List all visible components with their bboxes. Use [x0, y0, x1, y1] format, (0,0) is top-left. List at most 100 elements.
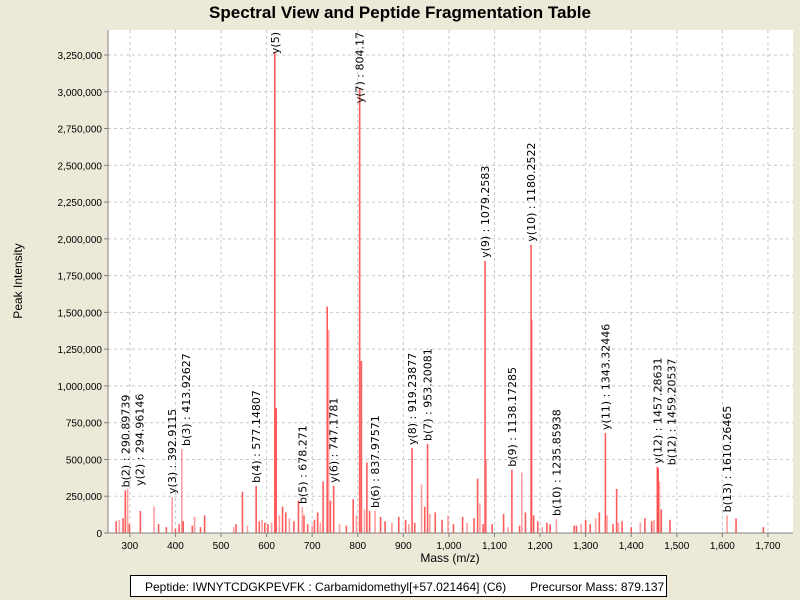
x-tick-label: 1,300	[573, 541, 598, 552]
peak	[322, 481, 324, 533]
peak-annotation: y(5)	[269, 32, 282, 54]
precursor-mass: Precursor Mass: 879.137	[530, 580, 665, 594]
peak	[366, 462, 368, 533]
x-tick-label: 1,500	[664, 541, 689, 552]
peak	[650, 521, 653, 533]
peak	[461, 516, 464, 533]
peak	[653, 519, 655, 533]
peak	[284, 512, 287, 533]
peak-annotation: y(7) : 804.17	[354, 32, 367, 103]
peak	[297, 500, 300, 533]
peak	[594, 518, 597, 533]
x-tick-label: 1,200	[528, 541, 553, 552]
peak	[660, 509, 663, 533]
peak	[255, 485, 257, 533]
peak	[762, 527, 765, 533]
peak-annotation: b(10) : 1235.85938	[550, 409, 563, 516]
peak-annotation: b(13) : 1610.26465	[721, 406, 734, 513]
peak	[669, 519, 671, 533]
peak	[589, 524, 591, 533]
peak	[327, 330, 330, 533]
peak	[476, 478, 479, 533]
plot-area	[108, 30, 793, 533]
peak	[606, 515, 608, 533]
peak	[452, 524, 455, 533]
peak	[518, 525, 521, 533]
peak	[115, 521, 118, 533]
peak	[193, 516, 196, 533]
peak-annotation: y(3) : 392.9115	[166, 409, 179, 494]
peak	[573, 525, 576, 533]
peak	[319, 522, 322, 533]
peak	[316, 512, 319, 533]
peak	[203, 515, 206, 533]
peak	[639, 522, 642, 533]
peak	[612, 524, 614, 533]
peak	[484, 260, 486, 533]
peak	[303, 515, 305, 533]
x-axis-label: Mass (m/z)	[420, 551, 479, 565]
peak	[536, 521, 539, 533]
x-tick-label: 1,600	[710, 541, 735, 552]
x-tick-label: 700	[304, 541, 321, 552]
legend: Peptide: IWNYTCDGKPEVFK : Carbamidomethy…	[130, 575, 667, 597]
peak	[397, 516, 400, 533]
peak	[555, 519, 558, 533]
x-tick-label: 800	[349, 541, 366, 552]
peak-annotation: y(2) : 294.96146	[133, 394, 146, 486]
peak	[584, 519, 587, 533]
peak	[313, 519, 316, 533]
peak	[521, 472, 523, 533]
peak	[270, 522, 273, 533]
peak	[122, 518, 124, 533]
peak	[615, 488, 618, 533]
x-tick-label: 1,000	[436, 541, 461, 552]
x-tick-label: 900	[395, 541, 412, 552]
y-tick-label: 3,250,000	[58, 51, 103, 62]
peak	[379, 516, 382, 533]
peak	[411, 447, 413, 533]
peak-annotation: y(6) : 747.1781	[328, 398, 341, 483]
x-tick-label: 400	[167, 541, 184, 552]
peak	[301, 506, 304, 533]
peak	[153, 506, 155, 533]
peak	[358, 88, 361, 533]
y-tick-label: 500,000	[66, 455, 103, 466]
y-tick-label: 3,000,000	[58, 88, 103, 99]
peak-annotation: b(4) : 577.14807	[250, 390, 263, 483]
peak	[598, 512, 601, 533]
peak	[549, 524, 551, 533]
peak	[311, 525, 313, 533]
peak	[355, 515, 358, 533]
peak	[274, 52, 276, 534]
peak	[541, 527, 544, 533]
peak	[338, 524, 341, 533]
peak	[502, 513, 505, 533]
peak	[726, 515, 728, 533]
peak	[363, 509, 366, 533]
peak-annotation: b(3) : 413.92627	[180, 353, 193, 446]
peak	[473, 518, 475, 533]
peak-annotation: b(2) : 290.89739	[119, 395, 132, 488]
peak	[232, 527, 235, 533]
peak	[345, 525, 348, 533]
peak	[180, 449, 183, 533]
x-tick-label: 1,700	[755, 541, 780, 552]
peak	[479, 503, 481, 533]
y-tick-label: 1,250,000	[58, 345, 103, 356]
y-tick-label: 1,750,000	[58, 272, 103, 283]
peak	[275, 407, 277, 533]
peak-annotation: b(12) : 1459.20537	[665, 359, 678, 466]
y-tick-label: 1,500,000	[58, 308, 103, 319]
peak	[174, 528, 177, 533]
y-axis-label: Peak Intensity	[11, 243, 25, 318]
peak-annotation: b(9) : 1138.17285	[506, 367, 519, 467]
peak	[621, 521, 623, 533]
grid	[108, 30, 793, 534]
peak	[124, 490, 127, 533]
y-tick-label: 2,000,000	[58, 235, 103, 246]
peak	[368, 510, 371, 533]
chart-title: Spectral View and Peptide Fragmentation …	[209, 3, 591, 22]
peak	[306, 524, 309, 533]
